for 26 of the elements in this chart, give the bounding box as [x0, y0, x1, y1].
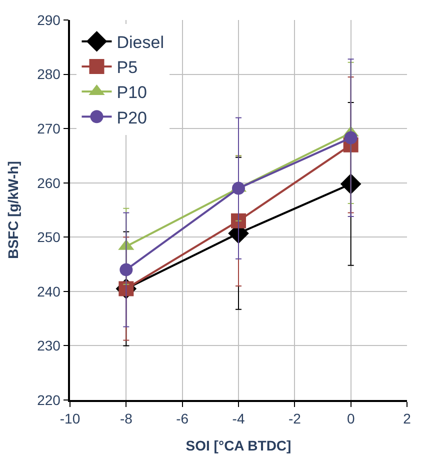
point: [232, 182, 245, 195]
point: [344, 131, 358, 144]
y-tick-label: 270: [37, 120, 61, 136]
y-tick-label: 230: [37, 338, 61, 354]
x-tick-label: -10: [60, 410, 80, 427]
legend-label: P20: [116, 108, 147, 128]
legend-label: P10: [116, 83, 147, 102]
point: [120, 263, 133, 276]
legend-label: P5: [116, 58, 138, 78]
x-tick-label: 0: [346, 410, 355, 427]
y-tick-label: 250: [37, 229, 61, 246]
x-axis-title: SOI [°CA BTDC]: [186, 437, 292, 454]
y-tick-label: 220: [37, 392, 61, 408]
y-tick-label: 280: [37, 66, 61, 82]
x-tick-label: -6: [176, 410, 189, 427]
point: [231, 213, 246, 228]
y-tick-label: 290: [37, 12, 61, 28]
y-tick-label: 240: [37, 283, 61, 300]
x-tick-label: -8: [120, 410, 133, 427]
legend-label: Diesel: [116, 32, 164, 52]
x-tick-label: -4: [232, 410, 245, 427]
y-tick-label: 260: [37, 174, 61, 191]
x-tick-label: -2: [288, 410, 302, 427]
x-tick-label: 2: [403, 410, 412, 427]
point: [340, 174, 362, 194]
y-axis-title: BSFC [g/kW-h]: [5, 161, 22, 259]
